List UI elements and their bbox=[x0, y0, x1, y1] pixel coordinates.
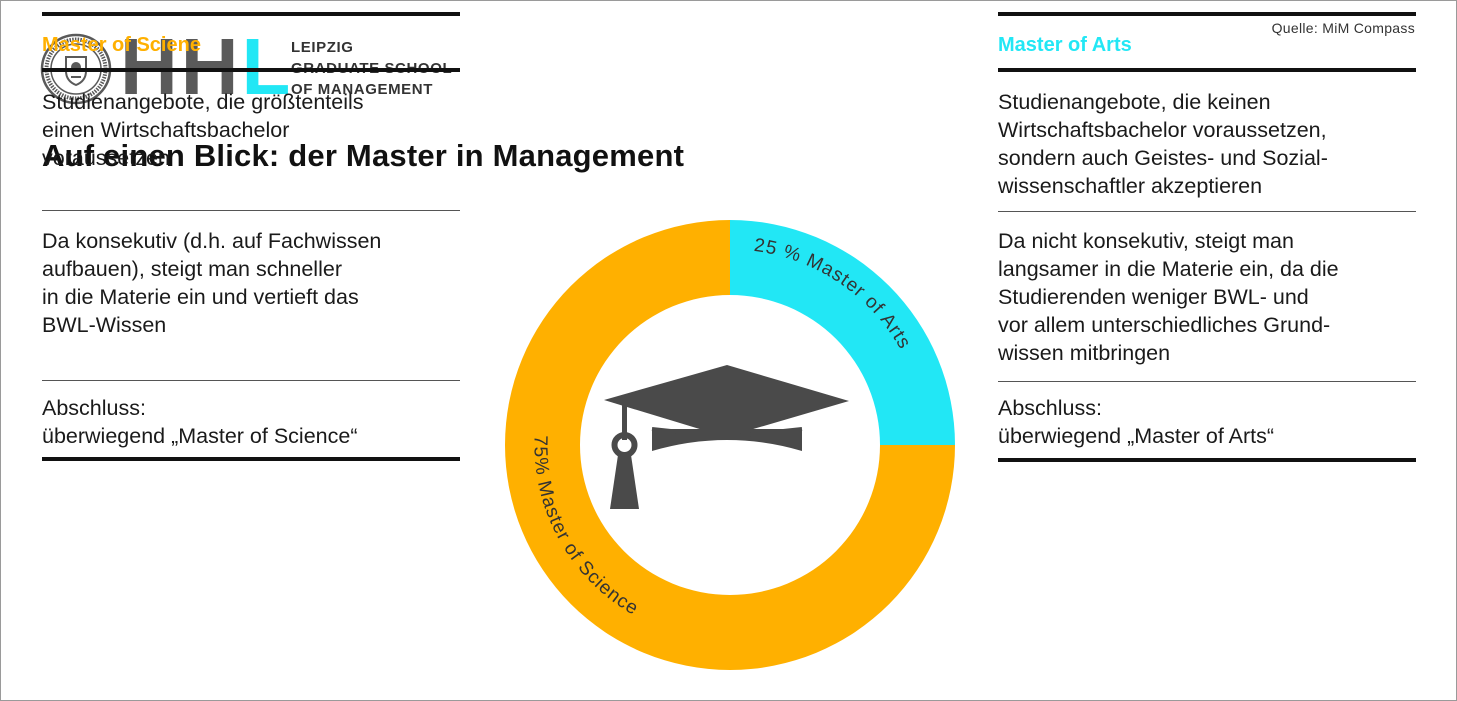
right-block-3: Abschluss: überwiegend „Master of Arts“ bbox=[998, 394, 1274, 450]
text-line: Abschluss: bbox=[998, 396, 1102, 420]
divider bbox=[998, 211, 1416, 212]
text-line: vor allem unterschiedliches Grund- bbox=[998, 313, 1331, 337]
logo-letters-accent: L bbox=[241, 22, 294, 111]
divider bbox=[998, 458, 1416, 462]
left-block-2: Da konsekutiv (d.h. auf Fachwissen aufba… bbox=[42, 227, 381, 339]
donut-slice bbox=[730, 220, 955, 445]
divider bbox=[42, 380, 460, 381]
text-line: überwiegend „Master of Science“ bbox=[42, 424, 358, 448]
divider bbox=[998, 381, 1416, 382]
text-line: Abschluss: bbox=[42, 396, 146, 420]
text-line: Da konsekutiv (d.h. auf Fachwissen bbox=[42, 229, 382, 253]
right-block-2: Da nicht konsekutiv, steigt man langsame… bbox=[998, 227, 1339, 367]
divider bbox=[42, 210, 460, 211]
text-line: aufbauen), steigt man schneller bbox=[42, 257, 342, 281]
text-line: Studienangebote, die größtenteils bbox=[42, 90, 364, 114]
text-line: sondern auch Geistes- und Sozial- bbox=[998, 146, 1328, 170]
divider bbox=[42, 68, 460, 72]
text-line: wissenschaftler akzeptieren bbox=[998, 174, 1263, 198]
donut-slice bbox=[505, 220, 955, 670]
divider bbox=[42, 457, 460, 461]
text-line: langsamer in die Materie ein, da die bbox=[998, 257, 1339, 281]
text-line: BWL-Wissen bbox=[42, 313, 167, 337]
school-line: OF MANAGEMENT bbox=[291, 81, 433, 98]
left-heading: Master of Sciene bbox=[42, 34, 201, 56]
text-line: überwiegend „Master of Arts“ bbox=[998, 424, 1275, 448]
divider bbox=[998, 68, 1416, 72]
text-line: Wirtschaftsbachelor voraussetzen, bbox=[998, 118, 1327, 142]
left-block-3: Abschluss: überwiegend „Master of Scienc… bbox=[42, 394, 358, 450]
text-line: Studierenden weniger BWL- und bbox=[998, 285, 1309, 309]
text-line: in die Materie ein und vertieft das bbox=[42, 285, 359, 309]
divider bbox=[998, 12, 1416, 16]
right-heading: Master of Arts bbox=[998, 34, 1132, 56]
text-line: Studienangebote, die keinen bbox=[998, 90, 1271, 114]
school-line: LEIPZIG bbox=[291, 39, 354, 56]
right-block-1: Studienangebote, die keinen Wirtschaftsb… bbox=[998, 88, 1328, 200]
text-line: einen Wirtschaftsbachelor bbox=[42, 118, 290, 142]
divider bbox=[42, 12, 460, 16]
graduation-cap-icon bbox=[604, 365, 849, 509]
page-title: Auf einen Blick: der Master in Managemen… bbox=[42, 138, 685, 173]
logo-letters-dark: HH bbox=[120, 22, 242, 111]
text-line: voraussetzen bbox=[42, 146, 170, 170]
text-line: Da nicht konsekutiv, steigt man bbox=[998, 229, 1294, 253]
text-line: wissen mitbringen bbox=[998, 341, 1171, 365]
left-block-1: Studienangebote, die größtenteils einen … bbox=[42, 88, 364, 172]
source-note: Quelle: MiM Compass bbox=[1271, 20, 1415, 36]
logo-wordmark: HHL bbox=[120, 27, 293, 107]
